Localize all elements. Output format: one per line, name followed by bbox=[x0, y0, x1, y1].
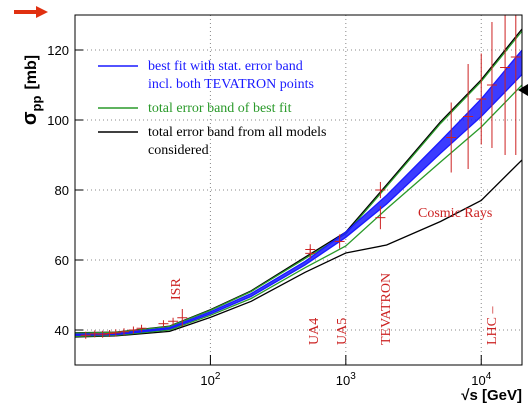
x-label: √s [GeV] bbox=[461, 387, 522, 404]
legend-label: total error band of best fit bbox=[148, 101, 292, 116]
legend-label: best fit with stat. error band bbox=[148, 59, 303, 74]
x-tick-base: 10 bbox=[336, 373, 350, 388]
y-tick-label: 120 bbox=[47, 43, 69, 58]
plot-frame bbox=[74, 14, 523, 366]
band-edge bbox=[75, 30, 522, 334]
band-fill bbox=[75, 50, 522, 336]
band-edge bbox=[75, 84, 522, 337]
y-tick-label: 80 bbox=[55, 183, 69, 198]
annotation: TEVATRON bbox=[379, 273, 394, 345]
legend-label: incl. both TEVATRON points bbox=[148, 77, 314, 92]
band-edge bbox=[75, 49, 522, 335]
y-tick-label: 100 bbox=[47, 113, 69, 128]
annotation: LHC – bbox=[485, 306, 500, 346]
plot-area bbox=[75, 15, 522, 339]
x-tick-exponent: 3 bbox=[350, 371, 356, 382]
band-edge bbox=[75, 159, 522, 338]
arrow-icon bbox=[14, 6, 48, 18]
band-edge bbox=[75, 74, 522, 336]
annotation: UA4 bbox=[307, 318, 322, 345]
band-edge bbox=[75, 28, 522, 334]
y-tick-label: 40 bbox=[55, 323, 69, 338]
legend-label: total error band from all models bbox=[148, 125, 326, 140]
x-tick-base: 10 bbox=[200, 373, 214, 388]
marker-icon bbox=[518, 84, 528, 96]
annotation: Cosmic Rays bbox=[418, 206, 492, 221]
annotation: UA5 bbox=[335, 318, 350, 345]
x-tick-exponent: 4 bbox=[486, 371, 492, 382]
x-tick-label: 103 bbox=[336, 371, 356, 388]
legend-label: considered bbox=[148, 143, 209, 158]
y-label-sub: pp bbox=[29, 95, 44, 111]
y-label-symbol: σ bbox=[19, 111, 41, 125]
y-tick-label: 60 bbox=[55, 253, 69, 268]
y-label-unit: [mb] bbox=[23, 55, 40, 90]
x-tick-exponent: 2 bbox=[215, 371, 221, 382]
x-tick-base: 10 bbox=[471, 373, 485, 388]
annotation: ISR bbox=[169, 278, 184, 300]
x-tick-label: 102 bbox=[200, 371, 220, 388]
y-label: σpp [mb] bbox=[19, 55, 44, 125]
x-tick-label: 104 bbox=[471, 371, 491, 388]
